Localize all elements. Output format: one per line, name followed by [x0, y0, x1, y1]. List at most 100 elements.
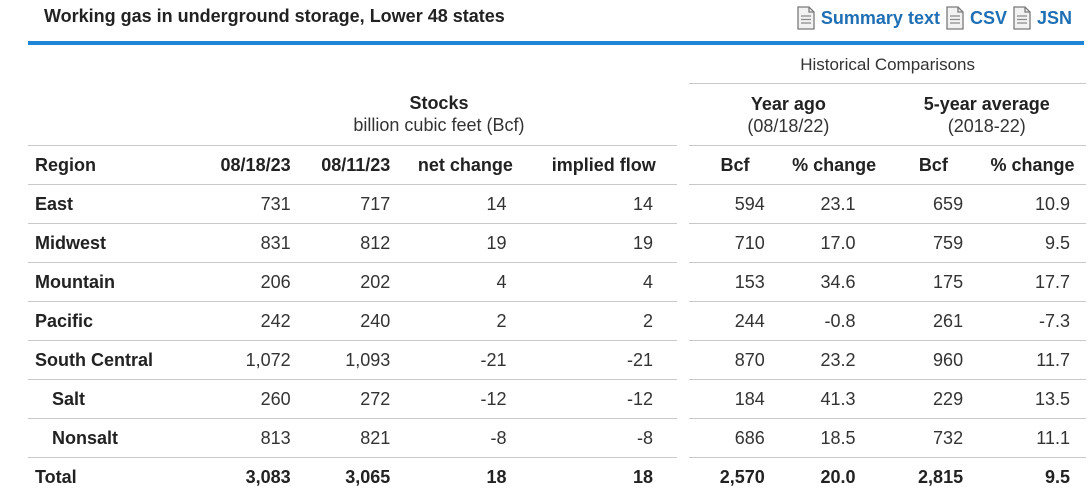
region-cell: Total — [28, 458, 201, 496]
year-ago-pct-cell: -0.8 — [781, 302, 888, 341]
storage-table: Historical Comparisons Stocks billion cu… — [28, 46, 1086, 496]
page-title: Working gas in underground storage, Lowe… — [44, 6, 505, 27]
region-cell: Mountain — [28, 263, 201, 302]
year-ago-pct-cell: 41.3 — [781, 380, 888, 419]
net-change-cell: 19 — [400, 224, 530, 263]
implied-flow-cell: 19 — [531, 224, 677, 263]
stocks-current-cell: 813 — [201, 419, 301, 458]
stocks-current-cell: 206 — [201, 263, 301, 302]
column-header: Bcf — [689, 146, 781, 185]
five-year-bcf-cell: 175 — [888, 263, 980, 302]
year-ago-pct-cell: 20.0 — [781, 458, 888, 496]
stocks-prior-cell: 717 — [301, 185, 401, 224]
five-year-pct-cell: 10.9 — [979, 185, 1086, 224]
five-year-pct-cell: 9.5 — [979, 224, 1086, 263]
stocks-prior-cell: 240 — [301, 302, 401, 341]
year-ago-bcf-cell: 244 — [689, 302, 781, 341]
csv-link[interactable]: CSV — [944, 6, 1007, 30]
region-cell: Midwest — [28, 224, 201, 263]
document-icon — [944, 6, 966, 30]
five-year-bcf-cell: 229 — [888, 380, 980, 419]
column-header: implied flow — [531, 146, 677, 185]
column-header: 08/18/23 — [201, 146, 301, 185]
stocks-prior-cell: 202 — [301, 263, 401, 302]
stocks-subtitle: billion cubic feet (Bcf) — [201, 114, 677, 136]
year-ago-bcf-cell: 686 — [689, 419, 781, 458]
year-ago-bcf-cell: 594 — [689, 185, 781, 224]
five-year-pct-cell: 11.1 — [979, 419, 1086, 458]
five-year-pct-cell: 11.7 — [979, 341, 1086, 380]
five-year-bcf-cell: 659 — [888, 185, 980, 224]
stocks-current-cell: 260 — [201, 380, 301, 419]
net-change-cell: 2 — [400, 302, 530, 341]
year-ago-bcf-cell: 153 — [689, 263, 781, 302]
implied-flow-cell: 2 — [531, 302, 677, 341]
year-ago-bcf-cell: 184 — [689, 380, 781, 419]
net-change-cell: 18 — [400, 458, 530, 496]
implied-flow-cell: 14 — [531, 185, 677, 224]
region-cell: South Central — [28, 341, 201, 380]
historical-header-row: Historical Comparisons — [28, 46, 1086, 84]
five-year-subtitle: (2018-22) — [888, 115, 1086, 137]
five-year-title: 5-year average — [888, 93, 1086, 115]
region-cell: Pacific — [28, 302, 201, 341]
five-year-pct-cell: -7.3 — [979, 302, 1086, 341]
stocks-prior-cell: 1,093 — [301, 341, 401, 380]
five-year-pct-cell: 17.7 — [979, 263, 1086, 302]
column-header-row: Region 08/18/23 08/11/23 net change impl… — [28, 146, 1086, 185]
net-change-cell: -8 — [400, 419, 530, 458]
five-year-bcf-cell: 759 — [888, 224, 980, 263]
column-header: % change — [979, 146, 1086, 185]
summary-text-link[interactable]: Summary text — [795, 6, 940, 30]
document-icon — [795, 6, 817, 30]
region-cell: Nonsalt — [28, 419, 201, 458]
net-change-cell: -21 — [400, 341, 530, 380]
year-ago-bcf-cell: 2,570 — [689, 458, 781, 496]
year-ago-title: Year ago — [689, 93, 887, 115]
stocks-current-cell: 1,072 — [201, 341, 301, 380]
region-cell: East — [28, 185, 201, 224]
net-change-cell: 4 — [400, 263, 530, 302]
five-year-bcf-cell: 2,815 — [888, 458, 980, 496]
year-ago-pct-cell: 34.6 — [781, 263, 888, 302]
column-header: net change — [400, 146, 530, 185]
net-change-cell: 14 — [400, 185, 530, 224]
stocks-current-cell: 242 — [201, 302, 301, 341]
implied-flow-cell: -12 — [531, 380, 677, 419]
region-cell: Salt — [28, 380, 201, 419]
column-header: % change — [781, 146, 888, 185]
five-year-bcf-cell: 261 — [888, 302, 980, 341]
header-divider — [28, 41, 1084, 45]
stocks-current-cell: 3,083 — [201, 458, 301, 496]
stocks-prior-cell: 821 — [301, 419, 401, 458]
stocks-current-cell: 831 — [201, 224, 301, 263]
summary-text-label: Summary text — [821, 8, 940, 29]
year-ago-bcf-cell: 710 — [689, 224, 781, 263]
implied-flow-cell: -8 — [531, 419, 677, 458]
stocks-current-cell: 731 — [201, 185, 301, 224]
stocks-prior-cell: 3,065 — [301, 458, 401, 496]
jsn-link[interactable]: JSN — [1011, 6, 1072, 30]
column-header: 08/11/23 — [301, 146, 401, 185]
stocks-prior-cell: 812 — [301, 224, 401, 263]
implied-flow-cell: 18 — [531, 458, 677, 496]
group-header-row: Stocks billion cubic feet (Bcf) Year ago… — [28, 84, 1086, 146]
year-ago-pct-cell: 23.1 — [781, 185, 888, 224]
year-ago-pct-cell: 23.2 — [781, 341, 888, 380]
column-header: Region — [28, 146, 201, 185]
five-year-pct-cell: 9.5 — [979, 458, 1086, 496]
stocks-title: Stocks — [201, 92, 677, 114]
five-year-group-header: 5-year average (2018-22) — [888, 84, 1086, 146]
year-ago-subtitle: (08/18/22) — [689, 115, 887, 137]
year-ago-pct-cell: 17.0 — [781, 224, 888, 263]
net-change-cell: -12 — [400, 380, 530, 419]
implied-flow-cell: -21 — [531, 341, 677, 380]
stocks-group-header: Stocks billion cubic feet (Bcf) — [201, 84, 677, 146]
document-icon — [1011, 6, 1033, 30]
five-year-bcf-cell: 732 — [888, 419, 980, 458]
